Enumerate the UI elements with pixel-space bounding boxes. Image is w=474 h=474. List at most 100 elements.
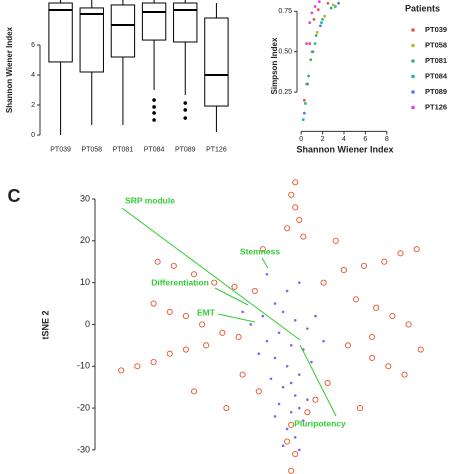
point: [332, 237, 339, 244]
point: [356, 405, 364, 412]
point: [307, 74, 311, 78]
point: [331, 3, 335, 7]
point: [306, 398, 309, 402]
x-tick-label: 2: [321, 136, 325, 143]
y-tick-label: 0.25: [278, 89, 292, 96]
legend-marker: [411, 28, 415, 32]
y-tick-label: 20: [80, 235, 90, 245]
point: [166, 308, 173, 315]
legend-label: PT089: [425, 87, 447, 96]
point: [289, 344, 293, 347]
point: [288, 421, 295, 428]
annotation: Pluripotency: [294, 418, 346, 428]
annotation: Stemness: [240, 246, 280, 256]
outlier: [152, 105, 156, 109]
point: [288, 191, 295, 198]
point: [292, 204, 299, 211]
point: [285, 427, 289, 431]
annotation-arrow: [121, 207, 301, 341]
outlier: [152, 111, 156, 115]
point: [405, 321, 412, 328]
point: [219, 329, 226, 336]
outlier: [183, 101, 188, 105]
point: [413, 246, 420, 253]
point: [292, 179, 299, 186]
point: [289, 381, 293, 385]
point: [293, 436, 297, 439]
point: [166, 350, 173, 357]
point: [273, 415, 277, 418]
legend-label: PT058: [425, 40, 447, 49]
point: [312, 17, 316, 21]
y-tick-label: 0: [31, 132, 35, 139]
outlier: [183, 108, 188, 112]
point: [190, 388, 198, 395]
point: [273, 356, 277, 360]
point: [297, 281, 301, 284]
point: [305, 42, 308, 46]
box: [173, 2, 198, 43]
point: [239, 371, 246, 378]
point: [257, 352, 261, 356]
point: [265, 272, 269, 276]
y-tick-label: 0: [85, 319, 90, 329]
point: [255, 388, 262, 395]
point: [373, 304, 380, 311]
annotation: Differentiation: [151, 277, 209, 287]
point: [304, 409, 311, 416]
point: [308, 21, 312, 25]
legend-label: PT084: [425, 71, 448, 80]
box: [141, 2, 167, 41]
point: [311, 50, 315, 54]
point: [265, 339, 269, 343]
point: [281, 310, 285, 314]
box: [204, 17, 229, 107]
point: [235, 333, 242, 341]
point: [369, 333, 376, 341]
point: [310, 11, 314, 15]
point: [302, 111, 306, 115]
x-tick-label: PT126: [206, 146, 227, 153]
legend-marker: [411, 59, 415, 63]
box: [110, 4, 136, 58]
point: [199, 321, 206, 328]
panel-label: C: [8, 186, 21, 206]
x-tick-label: PT081: [113, 146, 134, 153]
x-tick-label: PT039: [50, 146, 71, 153]
point: [150, 359, 157, 366]
x-axis-title: Shannon Wiener Index: [297, 144, 394, 154]
point: [397, 250, 404, 257]
point: [306, 82, 309, 86]
point: [249, 323, 253, 326]
point: [297, 373, 301, 376]
point: [381, 258, 388, 265]
x-tick-label: PT089: [175, 146, 196, 153]
legend-marker: [411, 105, 415, 110]
point: [310, 360, 313, 364]
point: [302, 98, 306, 102]
box: [48, 2, 73, 63]
legend-label: PT081: [425, 56, 447, 65]
point: [150, 300, 157, 307]
point: [314, 34, 318, 37]
point: [401, 371, 408, 378]
point: [296, 216, 303, 223]
point: [300, 233, 307, 240]
point: [297, 406, 301, 410]
point: [292, 451, 299, 458]
point: [323, 14, 327, 18]
y-tick-label: 30: [80, 193, 90, 203]
point: [313, 42, 317, 46]
annotation-arrow: [214, 287, 249, 306]
point: [319, 24, 322, 28]
point: [360, 262, 368, 269]
point: [285, 364, 289, 368]
y-axis-title: Shannon Wiener Index: [5, 26, 14, 113]
annotation-arrow: [299, 344, 337, 417]
point: [334, 5, 337, 8]
x-tick-label: 0: [299, 136, 303, 143]
point: [322, 339, 325, 343]
point: [284, 438, 291, 445]
x-tick-label: PT058: [81, 146, 102, 153]
legend-marker: [411, 43, 415, 48]
